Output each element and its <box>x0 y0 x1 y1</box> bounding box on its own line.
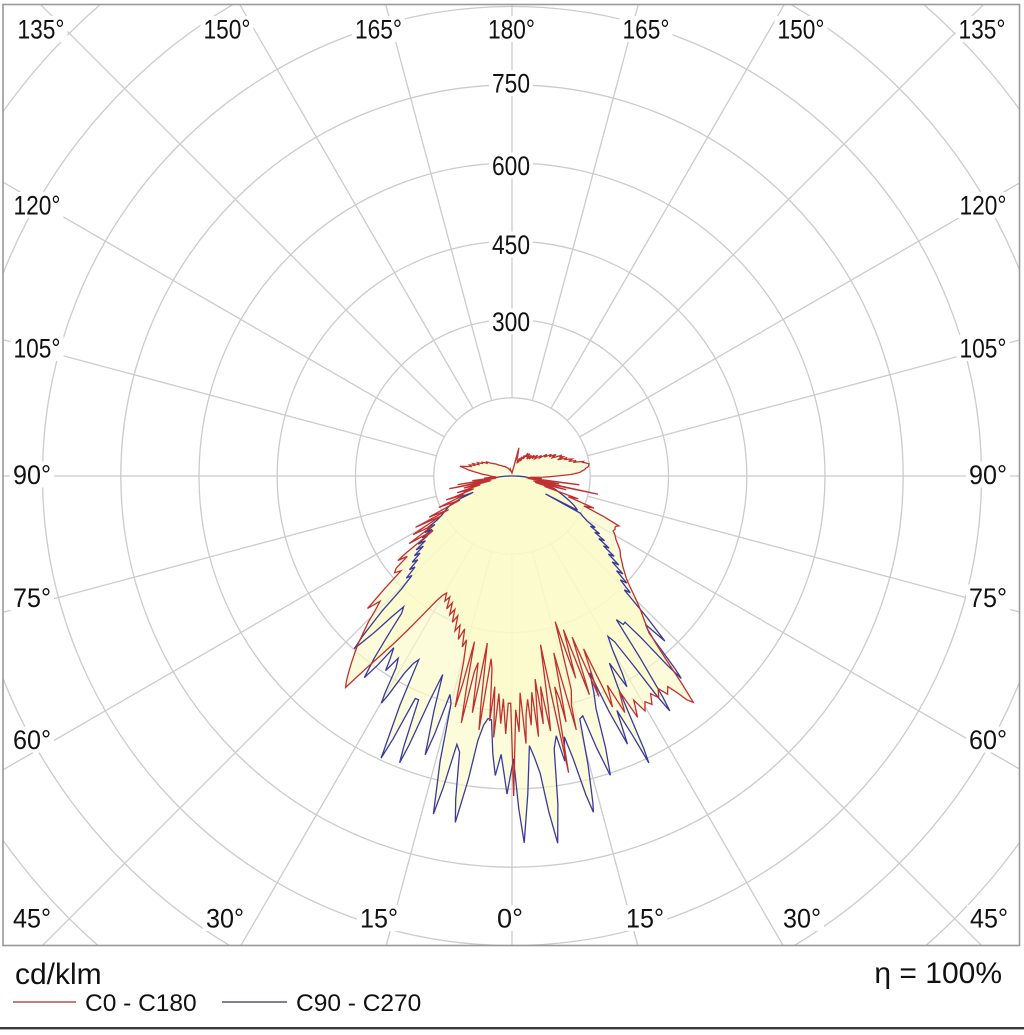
svg-text:C90 - C270: C90 - C270 <box>296 990 421 1017</box>
svg-text:cd/klm: cd/klm <box>15 958 102 991</box>
svg-text:750: 750 <box>492 69 530 99</box>
svg-text:15°: 15° <box>360 904 398 934</box>
svg-text:90°: 90° <box>969 460 1007 490</box>
svg-text:60°: 60° <box>969 725 1007 755</box>
svg-text:75°: 75° <box>13 583 51 613</box>
svg-text:180°: 180° <box>488 15 535 45</box>
svg-text:30°: 30° <box>783 904 821 934</box>
svg-text:C0 - C180: C0 - C180 <box>85 990 197 1017</box>
svg-text:45°: 45° <box>970 904 1008 934</box>
svg-text:η = 100%: η = 100% <box>874 957 1002 990</box>
svg-text:165°: 165° <box>355 15 402 45</box>
svg-text:120°: 120° <box>14 191 61 221</box>
svg-text:135°: 135° <box>959 15 1006 45</box>
svg-text:90°: 90° <box>13 460 51 490</box>
svg-text:15°: 15° <box>626 904 664 934</box>
svg-text:150°: 150° <box>778 15 825 45</box>
svg-text:45°: 45° <box>13 904 51 934</box>
svg-text:60°: 60° <box>13 725 51 755</box>
svg-text:300: 300 <box>492 307 530 337</box>
svg-text:600: 600 <box>492 151 530 181</box>
svg-text:105°: 105° <box>14 334 61 364</box>
svg-text:150°: 150° <box>204 15 251 45</box>
svg-text:135°: 135° <box>18 15 65 45</box>
svg-text:105°: 105° <box>960 334 1007 364</box>
svg-text:0°: 0° <box>497 904 523 934</box>
svg-text:30°: 30° <box>206 904 244 934</box>
svg-text:165°: 165° <box>623 15 670 45</box>
svg-text:450: 450 <box>492 230 530 260</box>
svg-text:120°: 120° <box>960 191 1007 221</box>
svg-text:75°: 75° <box>969 583 1007 613</box>
